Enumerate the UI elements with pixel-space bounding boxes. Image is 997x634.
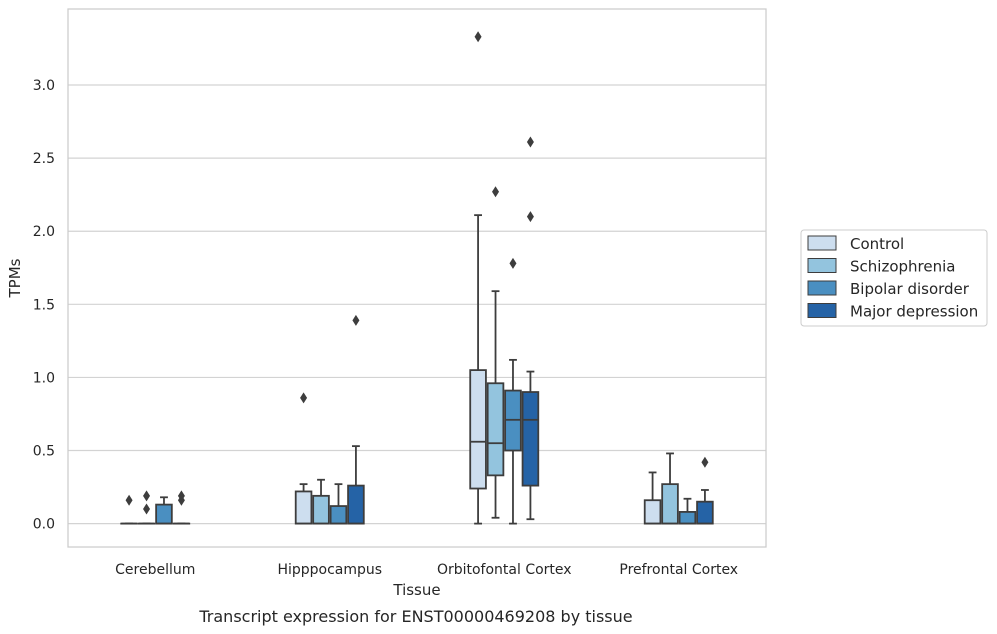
outlier-point <box>492 186 500 198</box>
x-tick-label: Cerebellum <box>115 562 195 578</box>
y-tick-label: 0.5 <box>33 444 55 460</box>
box-body <box>696 500 714 525</box>
box-body <box>294 490 313 525</box>
box-body <box>329 505 348 525</box>
y-tick-label: 0.0 <box>33 517 55 533</box>
x-axis-label: Tissue <box>392 581 440 599</box>
legend-swatch <box>807 235 837 251</box>
y-tick-label: 1.0 <box>33 370 55 386</box>
box-3-2 <box>678 497 697 525</box>
box-3-0 <box>643 471 662 525</box>
legend: Control Schizophrenia Bipolar disorder Majo… <box>800 229 988 327</box>
box-body <box>521 391 540 487</box>
y-tick-label: 3.0 <box>33 78 55 94</box>
outlier-point <box>526 211 534 223</box>
y-tick-label: 2.0 <box>33 224 55 240</box>
box-0-1 <box>137 490 156 525</box>
box-3-3 <box>696 456 714 525</box>
box-2-3 <box>521 136 540 521</box>
x-axis-ticks: Cerebellum Hipppocampus Orbitofontal Corte… <box>115 562 738 578</box>
x-tick-label: Prefrontal Cortex <box>619 562 738 578</box>
outlier-point <box>509 257 517 269</box>
legend-swatch <box>807 258 837 273</box>
legend-label: Schizophrenia <box>850 258 955 276</box>
outlier-point <box>143 503 151 515</box>
outlier-point <box>526 136 534 148</box>
box-0-0 <box>120 494 138 525</box>
outlier-point <box>300 392 308 404</box>
box-1-2 <box>329 483 348 525</box>
box-body <box>486 382 505 477</box>
box-1-0 <box>294 392 313 525</box>
box-1-1 <box>312 478 330 525</box>
box-3-1 <box>661 452 679 525</box>
x-tick-label: Hipppocampus <box>277 562 382 578</box>
box-body <box>643 499 662 525</box>
boxes <box>120 31 714 525</box>
chart-caption: Transcript expression for ENST0000046920… <box>198 607 632 626</box>
x-tick-label: Orbitofontal Cortex <box>437 562 572 578</box>
box-2-2 <box>504 257 522 525</box>
gridlines <box>68 84 766 525</box>
box-body <box>469 369 487 490</box>
box-body <box>347 484 365 525</box>
y-axis-label: TPMs <box>6 258 24 298</box>
legend-label: Bipolar disorder <box>850 280 970 298</box>
legend-swatch <box>807 280 837 296</box>
box-body <box>661 483 679 525</box>
box-1-3 <box>347 314 365 525</box>
y-tick-label: 1.5 <box>33 297 55 313</box>
y-axis-ticks: 0.0 0.5 1.0 1.5 2.0 2.5 3.0 <box>33 78 55 533</box>
box-0-2 <box>155 496 173 525</box>
outlier-point <box>474 31 482 43</box>
plot-area-frame <box>67 8 767 548</box>
legend-swatch <box>807 303 837 318</box>
legend-frame <box>800 229 988 327</box>
outlier-point <box>701 456 709 468</box>
box-body <box>678 511 697 525</box>
box-body <box>155 503 173 525</box>
legend-label: Major depression <box>850 303 978 321</box>
box-body <box>312 494 330 525</box>
outlier-point <box>352 314 360 326</box>
legend-label: Control <box>850 235 904 253</box>
y-tick-label: 2.5 <box>33 151 55 167</box>
box-0-3 <box>172 490 191 525</box>
outlier-point <box>177 490 185 502</box>
box-2-1 <box>486 186 505 519</box>
outlier-point <box>125 494 133 506</box>
outlier-point <box>143 490 151 502</box>
box-2-0 <box>469 31 487 525</box>
